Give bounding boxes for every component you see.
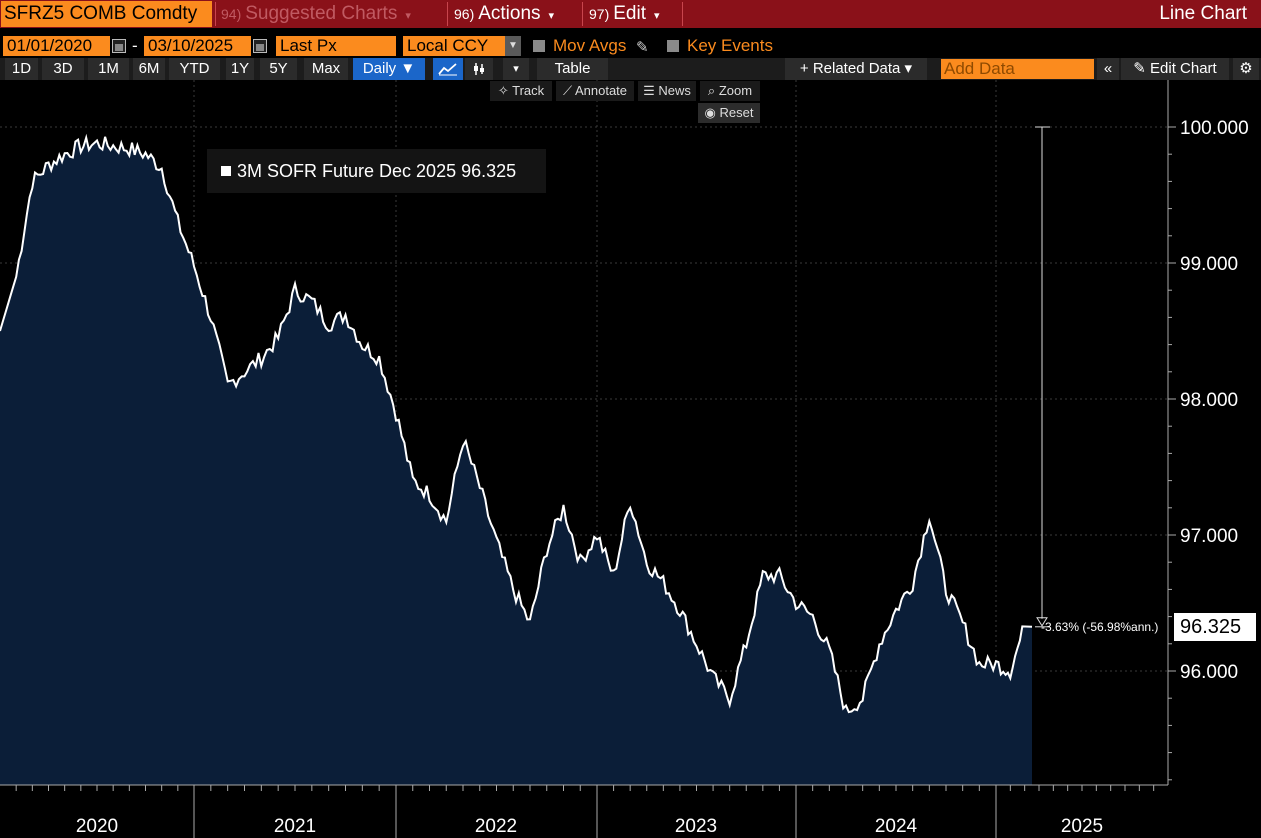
suggested-charts-menu[interactable]: 94) Suggested Charts ▾ [221, 0, 411, 28]
zoom-label: Zoom [718, 83, 753, 98]
edit-menu[interactable]: 97) Edit ▾ [589, 0, 660, 28]
zoom-button[interactable]: ⌕ Zoom [700, 81, 760, 101]
annotate-label: Annotate [574, 83, 628, 98]
change-indicator [1035, 126, 1050, 628]
menu-number: 94) [221, 6, 242, 22]
range-button-max[interactable]: Max [304, 58, 348, 80]
annotate-icon: ⟋ [562, 83, 575, 98]
actions-menu[interactable]: 96) Actions ▾ [454, 0, 554, 28]
chevron-down-icon: ▾ [548, 10, 555, 22]
y-tick-label: 97.000 [1180, 526, 1238, 547]
mov-avgs-checkbox[interactable] [533, 40, 545, 52]
pencil-icon: ✎ [1133, 60, 1151, 77]
chevron-down-icon[interactable]: ▾ [503, 58, 529, 80]
range-button-1y[interactable]: 1Y [226, 58, 254, 80]
y-tick-label: 98.000 [1180, 390, 1238, 411]
date-separator: - [132, 36, 138, 55]
annotate-button[interactable]: ⟋ Annotate [556, 81, 634, 101]
x-axis: 2020 2021 2022 2023 2024 2025 [0, 784, 1168, 838]
reset-icon: ◉ [704, 105, 720, 120]
x-tick-label: 2023 [675, 816, 717, 837]
y-tick-label: 99.000 [1180, 254, 1238, 275]
line-chart-icon[interactable] [433, 58, 463, 80]
calendar-icon[interactable] [112, 39, 126, 53]
mov-avgs-label: Mov Avgs [553, 36, 627, 55]
range-button-3d[interactable]: 3D [42, 58, 84, 80]
y-axis: 100.000 99.000 98.000 97.000 96.000 [1167, 80, 1249, 785]
view-title: Line Chart [1159, 3, 1247, 24]
menu-label: Suggested Charts [245, 3, 398, 24]
x-tick-label: 2020 [76, 816, 118, 837]
calendar-icon[interactable] [253, 39, 267, 53]
menu-divider [682, 2, 683, 26]
key-events-checkbox[interactable] [667, 40, 679, 52]
menu-divider [447, 2, 448, 26]
edit-chart-label: Edit Chart [1150, 60, 1217, 77]
range-button-1d[interactable]: 1D [5, 58, 38, 80]
menu-divider [582, 2, 583, 26]
y-tick-label: 100.000 [1180, 118, 1249, 139]
news-icon: ☰ [643, 83, 659, 98]
x-tick-label: 2024 [875, 816, 918, 837]
reset-button[interactable]: ◉ Reset [698, 103, 760, 123]
magnifier-icon: ⌕ [707, 83, 719, 98]
range-button-6m[interactable]: 6M [133, 58, 165, 80]
x-tick-label: 2025 [1061, 816, 1103, 837]
menu-divider [215, 2, 216, 26]
reset-label: Reset [719, 105, 754, 120]
gear-icon[interactable]: ⚙ [1233, 58, 1259, 80]
table-button[interactable]: Table [537, 58, 608, 80]
y-tick-label: 96.000 [1180, 662, 1238, 683]
chart-legend: 3M SOFR Future Dec 2025 96.325 [207, 149, 546, 193]
range-button-ytd[interactable]: YTD [169, 58, 220, 80]
x-tick-label: 2021 [274, 816, 316, 837]
menu-label: Actions [478, 3, 541, 24]
edit-chart-button[interactable]: ✎ Edit Chart [1121, 58, 1229, 80]
price-area [0, 136, 1032, 786]
collapse-icon[interactable]: « [1097, 58, 1119, 80]
x-tick-label: 2022 [475, 816, 517, 837]
change-arrow-head [1036, 617, 1048, 627]
news-label: News [658, 83, 691, 98]
news-button[interactable]: ☰ News [638, 81, 696, 101]
candlestick-icon[interactable] [465, 58, 493, 80]
price-line [0, 133, 1033, 714]
currency-select[interactable]: Local CCY [403, 36, 505, 56]
menu-number: 97) [589, 6, 610, 22]
legend-label: 3M SOFR Future Dec 2025 96.325 [237, 161, 517, 181]
chevron-down-icon[interactable]: ▼ [505, 36, 521, 56]
key-events-label: Key Events [687, 36, 773, 55]
add-data-input[interactable]: Add Data [941, 59, 1094, 79]
pencil-icon[interactable]: ✎ [636, 39, 649, 56]
chevron-down-icon: ▾ [653, 10, 660, 22]
ticker-field[interactable]: SFRZ5 COMB Comdty [1, 1, 212, 27]
menu-number: 96) [454, 6, 475, 22]
last-value-tag: 96.325 [1174, 613, 1256, 641]
legend-swatch [221, 166, 231, 176]
start-date-field[interactable]: 01/01/2020 [3, 36, 110, 56]
track-label: Track [512, 83, 545, 98]
track-button[interactable]: ✧ Track [490, 81, 552, 101]
price-field-select[interactable]: Last Px [276, 36, 396, 56]
related-data-button[interactable]: + Related Data ▾ [785, 58, 927, 80]
frequency-select[interactable]: Daily ▼ [353, 58, 425, 80]
chevron-down-icon: ▾ [405, 10, 411, 22]
range-button-1m[interactable]: 1M [88, 58, 129, 80]
change-annotation: -3.63% (-56.98%ann.) [1041, 620, 1159, 634]
menu-label: Edit [613, 3, 646, 24]
range-button-5y[interactable]: 5Y [260, 58, 297, 80]
crosshair-icon: ✧ [497, 83, 513, 98]
end-date-field[interactable]: 03/10/2025 [144, 36, 251, 56]
